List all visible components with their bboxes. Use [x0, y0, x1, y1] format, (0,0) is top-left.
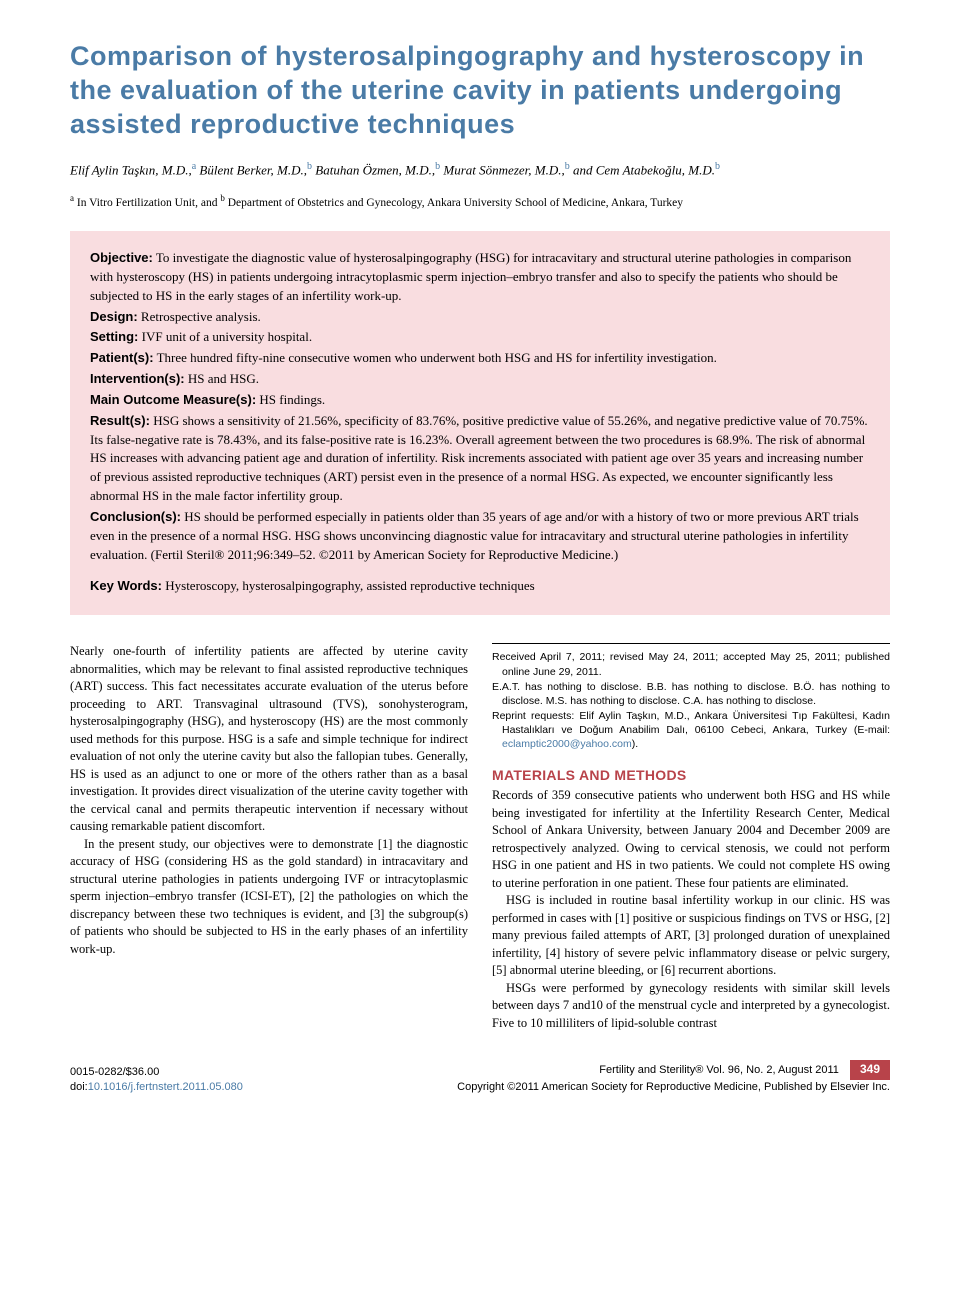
materials-p2: HSG is included in routine basal inferti… [492, 892, 890, 980]
footer-right: Fertility and Sterility® Vol. 96, No. 2,… [457, 1060, 890, 1094]
abstract-label-setting: Setting: [90, 329, 138, 344]
body-columns: Nearly one-fourth of infertility patient… [70, 643, 890, 1032]
abstract-setting: Setting: IVF unit of a university hospit… [90, 328, 870, 347]
abstract-label-keywords: Key Words: [90, 578, 162, 593]
abstract-label-objective: Objective: [90, 250, 153, 265]
abstract-objective: Objective: To investigate the diagnostic… [90, 249, 870, 306]
materials-p3: HSGs were performed by gynecology reside… [492, 980, 890, 1033]
abstract-label-interventions: Intervention(s): [90, 371, 185, 386]
footnote-reprint-prefix: Reprint requests: Elif Aylin Taşkın, M.D… [492, 710, 890, 736]
abstract-label-patients: Patient(s): [90, 350, 154, 365]
abstract-text-design: Retrospective analysis. [138, 309, 261, 324]
abstract-text-outcomes: HS findings. [256, 392, 325, 407]
abstract-text-interventions: HS and HSG. [185, 371, 259, 386]
page-number-badge: 349 [850, 1060, 890, 1080]
abstract-interventions: Intervention(s): HS and HSG. [90, 370, 870, 389]
abstract-results: Result(s): HSG shows a sensitivity of 21… [90, 412, 870, 506]
footer-copyright: Copyright ©2011 American Society for Rep… [457, 1080, 890, 1094]
abstract-text-keywords: Hysteroscopy, hysterosalpingography, ass… [162, 578, 535, 593]
abstract-text-conclusions: HS should be performed especially in pat… [90, 509, 859, 562]
footer-left: 0015-0282/$36.00 doi:10.1016/j.fertnster… [70, 1065, 243, 1094]
footnote-received: Received April 7, 2011; revised May 24, … [492, 650, 890, 678]
abstract-text-objective: To investigate the diagnostic value of h… [90, 250, 851, 303]
footer-journal-line: Fertility and Sterility® Vol. 96, No. 2,… [457, 1060, 890, 1080]
materials-heading: MATERIALS AND METHODS [492, 766, 890, 786]
abstract-label-design: Design: [90, 309, 138, 324]
abstract-patients: Patient(s): Three hundred fifty-nine con… [90, 349, 870, 368]
materials-p1: Records of 359 consecutive patients who … [492, 787, 890, 892]
abstract-text-setting: IVF unit of a university hospital. [138, 329, 312, 344]
body-p2: In the present study, our objectives wer… [70, 836, 468, 959]
abstract-design: Design: Retrospective analysis. [90, 308, 870, 327]
footnote-reprint-suffix: ). [632, 738, 638, 750]
abstract-keywords: Key Words: Hysteroscopy, hysterosalpingo… [90, 577, 870, 596]
footer-journal: Fertility and Sterility® Vol. 96, No. 2,… [599, 1064, 839, 1076]
abstract-conclusions: Conclusion(s): HS should be performed es… [90, 508, 870, 565]
footer-issn: 0015-0282/$36.00 [70, 1065, 243, 1079]
footer-doi-label: doi: [70, 1081, 88, 1093]
footnotes-block: Received April 7, 2011; revised May 24, … [492, 643, 890, 751]
abstract-text-patients: Three hundred fifty-nine consecutive wom… [154, 350, 717, 365]
affiliations: a In Vitro Fertilization Unit, and b Dep… [70, 192, 890, 211]
footnote-disclosure: E.A.T. has nothing to disclose. B.B. has… [492, 680, 890, 708]
page-footer: 0015-0282/$36.00 doi:10.1016/j.fertnster… [70, 1060, 890, 1094]
footnote-email-link[interactable]: eclamptic2000@yahoo.com [502, 738, 632, 750]
footer-doi-link[interactable]: 10.1016/j.fertnstert.2011.05.080 [88, 1081, 243, 1093]
authors-line: Elif Aylin Taşkın, M.D.,a Bülent Berker,… [70, 159, 890, 180]
abstract-label-results: Result(s): [90, 413, 150, 428]
abstract-outcomes: Main Outcome Measure(s): HS findings. [90, 391, 870, 410]
abstract-box: Objective: To investigate the diagnostic… [70, 231, 890, 615]
footnote-reprint: Reprint requests: Elif Aylin Taşkın, M.D… [492, 709, 890, 752]
abstract-label-conclusions: Conclusion(s): [90, 509, 181, 524]
body-p1: Nearly one-fourth of infertility patient… [70, 643, 468, 836]
abstract-text-results: HSG shows a sensitivity of 21.56%, speci… [90, 413, 868, 503]
abstract-label-outcomes: Main Outcome Measure(s): [90, 392, 256, 407]
footer-doi-line: doi:10.1016/j.fertnstert.2011.05.080 [70, 1080, 243, 1094]
article-title: Comparison of hysterosalpingography and … [70, 40, 890, 141]
